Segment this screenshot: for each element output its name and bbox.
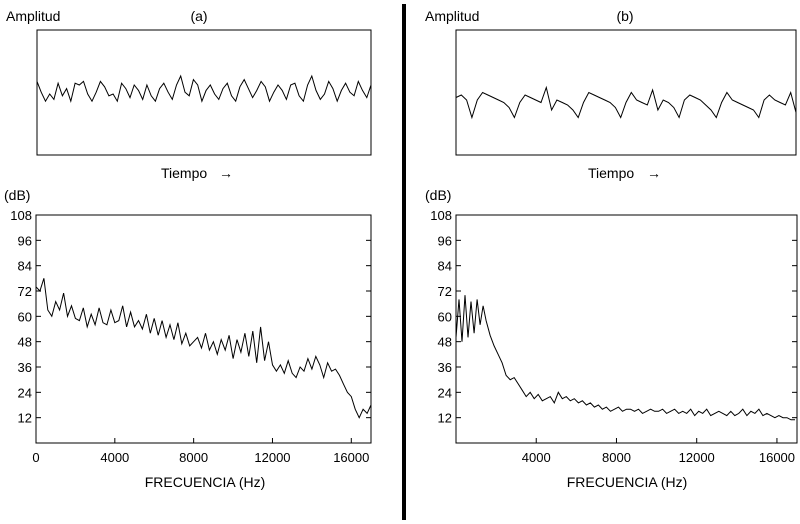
spectrum-b-line bbox=[455, 295, 795, 421]
panel-b-amplitude-label: Amplitud bbox=[425, 8, 479, 24]
spectrum-a-frame bbox=[35, 214, 372, 444]
spectrum-a-ytick-label: 72 bbox=[18, 284, 32, 299]
spectrum-b-ytick-label: 36 bbox=[438, 360, 452, 375]
waveform-a-frame bbox=[36, 29, 372, 156]
spectrum-b-ytick-label: 96 bbox=[438, 233, 452, 248]
panel-a-label: (a) bbox=[190, 8, 207, 24]
spectrum-b-plot: 12 24 36 48 60 72 84 96 108 4000 8000 12000 16000 bbox=[430, 208, 797, 465]
spectrum-a-plot: 12 24 36 48 60 72 84 96 108 0 4000 8000 12000 16000 bbox=[10, 208, 372, 465]
spectrum-a-xtick-label: 0 bbox=[32, 450, 39, 465]
spectrum-b-xtick-label: 16000 bbox=[759, 450, 795, 465]
panel-separator bbox=[402, 4, 406, 520]
panel-a-db-label: (dB) bbox=[4, 187, 30, 203]
panel-b-freq-label: FRECUENCIA (Hz) bbox=[567, 474, 688, 490]
spectrum-a-xtick-label: 4000 bbox=[100, 450, 129, 465]
spectrum-b-ytick-label: 12 bbox=[438, 411, 452, 426]
spectrum-b-ytick-label: 72 bbox=[438, 284, 452, 299]
spectrum-b-ytick-label: 24 bbox=[438, 385, 452, 400]
waveform-b-plot bbox=[455, 85, 797, 120]
waveform-a-line bbox=[36, 74, 372, 104]
waveform-b-line bbox=[455, 85, 797, 120]
spectrum-b-ytick-label: 60 bbox=[438, 309, 452, 324]
spectrum-a-ytick-label: 108 bbox=[10, 208, 32, 223]
spectrum-b-ytick-label: 84 bbox=[438, 259, 452, 274]
spectrum-a-ytick-label: 48 bbox=[18, 335, 32, 350]
panel-b-db-label: (dB) bbox=[425, 187, 451, 203]
spectrum-b-ytick-label: 48 bbox=[438, 335, 452, 350]
spectrum-a-ytick-label: 24 bbox=[18, 385, 32, 400]
panel-b-label: (b) bbox=[616, 8, 633, 24]
spectrum-a-ytick-label: 12 bbox=[18, 411, 32, 426]
spectrum-a-xtick-label: 16000 bbox=[333, 450, 369, 465]
spectrum-a-ytick-label: 96 bbox=[18, 233, 32, 248]
panel-a-time-label: Tiempo bbox=[161, 165, 207, 181]
spectrum-a-ytick-label: 84 bbox=[18, 259, 32, 274]
spectrum-a-ytick-label: 36 bbox=[18, 360, 32, 375]
panel-a-amplitude-label: Amplitud bbox=[6, 8, 60, 24]
spectrum-b-xtick-label: 4000 bbox=[522, 450, 551, 465]
spectrum-b-frame bbox=[455, 214, 798, 444]
waveform-a-plot bbox=[36, 74, 372, 104]
spectrum-b-xtick-label: 8000 bbox=[602, 450, 631, 465]
waveform-b-frame bbox=[455, 29, 797, 156]
spectrum-b-ytick-label: 108 bbox=[430, 208, 452, 223]
panel-b-time-label: Tiempo bbox=[588, 165, 634, 181]
spectrum-b-xtick-label: 12000 bbox=[679, 450, 715, 465]
spectrum-a-line bbox=[35, 278, 372, 419]
spectrum-a-xtick-label: 8000 bbox=[179, 450, 208, 465]
panel-a-freq-label: FRECUENCIA (Hz) bbox=[145, 474, 266, 490]
panel-b-time-arrow: → bbox=[647, 165, 661, 181]
spectrum-a-ytick-label: 60 bbox=[18, 309, 32, 324]
panel-a-time-arrow: → bbox=[219, 165, 233, 181]
spectrum-a-xtick-label: 12000 bbox=[254, 450, 290, 465]
